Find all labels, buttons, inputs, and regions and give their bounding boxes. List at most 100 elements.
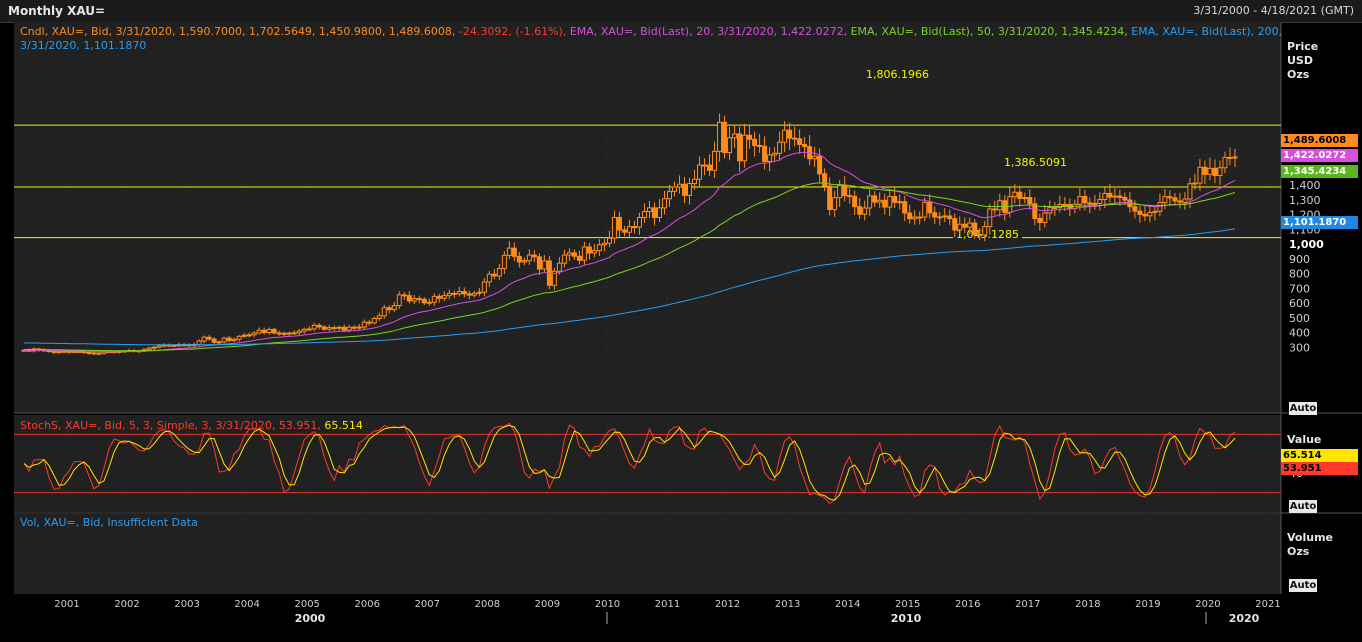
candle-body xyxy=(1187,183,1193,200)
price-tick-label: 800 xyxy=(1289,268,1310,281)
volume-legend-part: Vol, XAU=, Bid, Insufficient Data xyxy=(20,516,198,529)
candle-body xyxy=(531,254,537,258)
candle-body xyxy=(1027,197,1033,205)
candle-body xyxy=(1092,202,1098,205)
window-title: Monthly XAU= xyxy=(8,4,106,18)
candle-body xyxy=(61,350,67,353)
date-range[interactable]: 3/31/2000 - 4/18/2021 (GMT) xyxy=(1193,4,1354,17)
candle-body xyxy=(461,290,467,295)
year-label: 2007 xyxy=(415,599,440,610)
candle-body xyxy=(777,141,783,154)
price-legend-line2: 3/31/2020, 1,101.1870 xyxy=(20,39,146,53)
candle-body xyxy=(661,198,667,209)
candle-body xyxy=(361,321,367,328)
candle-body xyxy=(1192,182,1198,185)
candle-body xyxy=(66,350,72,353)
candle-body xyxy=(1137,210,1143,215)
price-tick-label: 1,300 xyxy=(1289,194,1321,207)
candle-body xyxy=(301,328,307,332)
candle-body xyxy=(401,294,407,297)
candle-body xyxy=(797,138,803,145)
candle-body xyxy=(426,301,432,304)
candle-body xyxy=(81,351,87,354)
price-tick-label: 600 xyxy=(1289,297,1310,310)
candle-body xyxy=(837,185,843,199)
candle-body xyxy=(802,143,808,148)
candle-body xyxy=(641,211,647,218)
ema20-line xyxy=(23,151,1236,353)
price-tick-label: 700 xyxy=(1289,282,1310,295)
year-label: 2008 xyxy=(475,599,500,610)
candle-body xyxy=(151,346,157,349)
candle-body xyxy=(596,244,602,252)
stoch-k-tag: 53.951 xyxy=(1281,462,1358,475)
candle-body xyxy=(256,329,262,334)
candle-body xyxy=(446,292,452,297)
candle-body xyxy=(496,267,502,277)
price-axis-title: Price USD Ozs xyxy=(1287,40,1319,81)
candle-body xyxy=(486,273,492,283)
candle-body xyxy=(1022,197,1028,200)
candle-body xyxy=(386,307,392,311)
candle-body xyxy=(466,293,472,296)
ema20-tag: 1,422.0272 xyxy=(1281,149,1358,162)
candle-body xyxy=(431,295,437,303)
candle-body xyxy=(767,154,773,162)
ema200-tag: 1,101.1870 xyxy=(1281,216,1358,229)
candle-body xyxy=(536,256,542,270)
candle-body xyxy=(436,295,442,299)
price-legend-part: -24.3092, (-1.61%), xyxy=(458,25,570,38)
candle-body xyxy=(581,246,587,261)
candle-body xyxy=(451,292,457,295)
candle-body xyxy=(416,298,422,301)
candle-body xyxy=(86,351,92,354)
candle-body xyxy=(296,330,302,334)
candle-body xyxy=(882,199,888,208)
price-tick-label: 1,000 xyxy=(1289,238,1324,251)
reference-line-label: 1,386.5091 xyxy=(1004,156,1067,169)
candle-body xyxy=(411,298,417,302)
candle-body xyxy=(1042,212,1048,223)
candle-body xyxy=(812,155,818,160)
year-label: 2004 xyxy=(234,599,259,610)
candle-body xyxy=(91,352,97,355)
candle-body xyxy=(556,262,562,272)
price-tick-label: 300 xyxy=(1289,341,1310,354)
candle-body xyxy=(346,326,352,331)
candle-body xyxy=(471,292,477,296)
stoch-legend: StochS, XAU=, Bid, 5, 3, Simple, 3, 3/31… xyxy=(20,419,363,433)
stoch-auto-button[interactable]: Auto xyxy=(1289,500,1317,513)
candle-body xyxy=(96,352,102,355)
candle-body xyxy=(331,327,337,330)
candle-body xyxy=(962,223,968,228)
candle-body xyxy=(757,144,763,147)
candle-body xyxy=(1037,217,1043,223)
stoch-d-line xyxy=(23,424,1236,501)
year-label: 2016 xyxy=(955,599,980,610)
candle-body xyxy=(717,121,723,152)
candle-body xyxy=(391,305,397,311)
candle-body xyxy=(702,164,708,167)
candle-body xyxy=(76,350,82,353)
price-auto-button[interactable]: Auto xyxy=(1289,402,1317,415)
candle-body xyxy=(521,260,527,263)
candle-body xyxy=(381,307,387,317)
candle-body xyxy=(1152,210,1158,213)
volume-auto-button[interactable]: Auto xyxy=(1289,579,1317,592)
candle-body xyxy=(972,222,978,236)
ema200-line xyxy=(23,228,1236,346)
candle-body xyxy=(907,212,913,220)
candle-body xyxy=(832,197,838,210)
candle-body xyxy=(852,195,858,208)
candle-body xyxy=(742,134,748,162)
candle-body xyxy=(912,216,918,220)
candle-body xyxy=(316,324,322,328)
year-label: 2017 xyxy=(1015,599,1040,610)
candle-body xyxy=(682,183,688,196)
candle-body xyxy=(727,137,733,154)
candle-body xyxy=(1017,191,1023,199)
candle-body xyxy=(376,315,382,319)
candle-body xyxy=(1007,196,1013,213)
candle-body xyxy=(336,326,342,329)
